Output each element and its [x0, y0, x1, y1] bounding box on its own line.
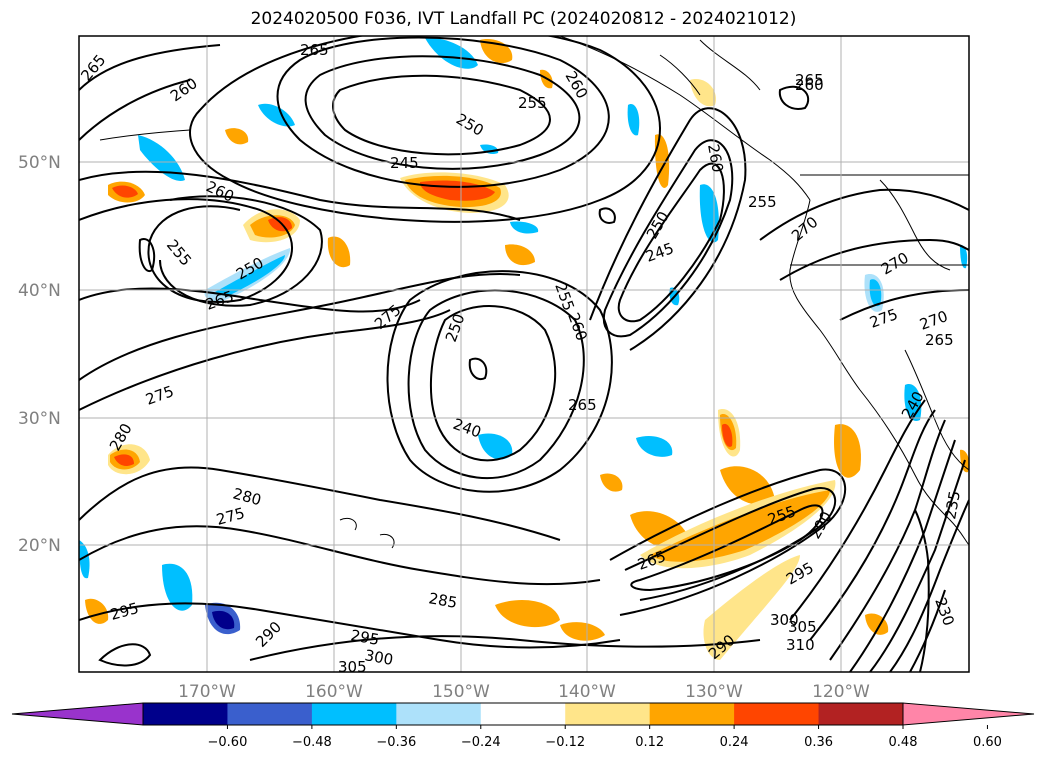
contour-label: 260	[704, 143, 727, 174]
lon-label-140w: 140°W	[558, 682, 616, 702]
colorbar-segment	[396, 703, 482, 725]
colorbar-segment	[565, 703, 651, 725]
colorbar-tick-label: 0.48	[889, 735, 918, 750]
colorbar-segment	[649, 703, 735, 725]
contour-label: 310	[786, 636, 815, 654]
contour-lines	[79, 36, 969, 672]
lat-label-50n: 50°N	[18, 153, 61, 173]
lon-label-150w: 150°W	[432, 682, 490, 702]
colorbar-tick-label: −0.12	[545, 735, 585, 750]
colorbar-segment	[227, 703, 313, 725]
colorbar-segment	[734, 703, 820, 725]
lon-label-170w: 170°W	[178, 682, 236, 702]
colorbar-tick-label: −0.60	[208, 735, 248, 750]
contour-label: 305	[338, 658, 367, 676]
map-title: 2024020500 F036, IVT Landfall PC (202402…	[250, 9, 797, 29]
colorbar: −0.60 −0.48 −0.36 −0.24 −0.12 0.12 0.24 0.36 0.4…	[11, 702, 1035, 750]
contour-label: 235	[941, 489, 964, 520]
colorbar-tick-label: −0.24	[461, 735, 501, 750]
lon-label-130w: 130°W	[685, 682, 743, 702]
lat-label-30n: 30°N	[18, 409, 61, 429]
coastlines	[99, 36, 969, 549]
colorbar-extension-high	[902, 702, 1035, 726]
lat-label-20n: 20°N	[18, 536, 61, 556]
colorbar-segment	[311, 703, 397, 725]
colorbar-tick-label: 0.36	[804, 735, 833, 750]
lon-label-160w: 160°W	[305, 682, 363, 702]
contour-label: 245	[390, 154, 419, 172]
shaded-field-negative	[79, 37, 968, 635]
contour-label: 295	[349, 626, 380, 649]
colorbar-segment	[143, 703, 228, 725]
colorbar-tick-label: 0.60	[973, 735, 1002, 750]
lat-lon-grid	[79, 36, 969, 672]
contour-label: 300	[770, 611, 799, 629]
contour-label: 305	[788, 618, 817, 636]
contour-label: 265	[795, 71, 824, 89]
colorbar-segment	[480, 703, 566, 725]
contour-label: 265	[925, 331, 954, 349]
contour-label: 265	[568, 396, 597, 414]
longitude-labels: 170°W 160°W 150°W 140°W 130°W 120°W	[178, 682, 870, 702]
contour-label: 265	[300, 41, 329, 59]
contour-label: 255	[518, 94, 547, 112]
colorbar-segment	[818, 703, 904, 725]
contour-label: 300	[363, 646, 394, 669]
colorbar-tick-label: 0.12	[635, 735, 664, 750]
colorbar-tick-label: −0.36	[376, 735, 416, 750]
map-frame	[78, 35, 970, 673]
colorbar-border	[142, 702, 904, 726]
latitude-labels: 50°N 40°N 30°N 20°N	[18, 153, 61, 556]
contour-label: 285	[427, 589, 458, 612]
colorbar-tick-label: −0.48	[292, 735, 332, 750]
lat-label-40n: 40°N	[18, 281, 61, 301]
map-panel	[79, 36, 969, 672]
colorbar-extension-low	[11, 702, 144, 726]
contour-label: 255	[748, 193, 777, 211]
contour-label: 260	[795, 76, 824, 94]
lon-label-120w: 120°W	[812, 682, 870, 702]
colorbar-tick-label: 0.24	[720, 735, 749, 750]
